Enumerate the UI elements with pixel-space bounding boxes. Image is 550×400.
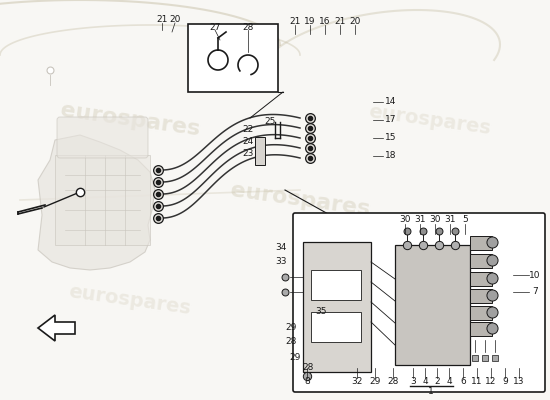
- Text: 25: 25: [265, 118, 276, 126]
- Bar: [255, 137, 265, 165]
- Text: 4: 4: [446, 378, 452, 386]
- Text: 35: 35: [315, 308, 327, 316]
- Text: 30: 30: [399, 216, 411, 224]
- Text: 4: 4: [422, 378, 428, 386]
- Bar: [470, 322, 492, 336]
- Text: 9: 9: [502, 378, 508, 386]
- Text: 21: 21: [289, 18, 301, 26]
- Text: 31: 31: [414, 216, 426, 224]
- Text: 17: 17: [385, 116, 397, 124]
- Text: 8: 8: [304, 378, 310, 386]
- Text: 18: 18: [385, 152, 397, 160]
- Text: 34: 34: [276, 242, 287, 252]
- Text: 29: 29: [289, 352, 301, 362]
- Text: 13: 13: [513, 378, 525, 386]
- Text: 14: 14: [385, 98, 397, 106]
- Text: 28: 28: [302, 362, 313, 372]
- Text: 2: 2: [434, 378, 440, 386]
- Bar: [470, 289, 492, 303]
- Bar: [55, 155, 150, 245]
- Text: 31: 31: [444, 216, 456, 224]
- Text: 19: 19: [304, 18, 316, 26]
- Text: 1: 1: [428, 388, 434, 396]
- Text: 23: 23: [243, 150, 254, 158]
- Bar: [470, 236, 492, 250]
- Text: 15: 15: [385, 134, 397, 142]
- Bar: [311, 312, 361, 342]
- Text: 21: 21: [334, 18, 346, 26]
- Text: 11: 11: [471, 378, 483, 386]
- Text: eurospares: eurospares: [59, 100, 201, 140]
- Text: 24: 24: [243, 138, 254, 146]
- Text: 20: 20: [349, 18, 361, 26]
- Text: 28: 28: [285, 338, 296, 346]
- Text: 10: 10: [529, 270, 541, 280]
- Text: 7: 7: [532, 288, 538, 296]
- Text: 27: 27: [210, 22, 221, 32]
- Text: 32: 32: [351, 378, 362, 386]
- Text: 29: 29: [369, 378, 381, 386]
- FancyBboxPatch shape: [293, 213, 545, 392]
- Bar: [311, 270, 361, 300]
- Text: 30: 30: [429, 216, 441, 224]
- Bar: [188, 24, 278, 92]
- Text: 22: 22: [243, 126, 254, 134]
- Bar: [303, 242, 371, 372]
- Text: 3: 3: [410, 378, 416, 386]
- Text: 33: 33: [275, 258, 287, 266]
- Polygon shape: [38, 315, 75, 341]
- FancyBboxPatch shape: [57, 117, 148, 158]
- Text: 20: 20: [169, 16, 181, 24]
- Text: eurospares: eurospares: [68, 282, 192, 318]
- Text: 28: 28: [243, 22, 254, 32]
- Bar: [470, 306, 492, 320]
- Bar: [470, 254, 492, 268]
- Bar: [395, 245, 470, 365]
- Text: 12: 12: [485, 378, 497, 386]
- Text: 5: 5: [462, 216, 468, 224]
- Text: 6: 6: [460, 378, 466, 386]
- Text: 28: 28: [387, 378, 399, 386]
- Text: eurospares: eurospares: [367, 102, 492, 138]
- Text: eurospares: eurospares: [229, 180, 371, 220]
- Text: 21: 21: [156, 16, 168, 24]
- Bar: [470, 272, 492, 286]
- Text: 29: 29: [285, 322, 296, 332]
- Polygon shape: [38, 135, 155, 270]
- Text: 16: 16: [319, 18, 331, 26]
